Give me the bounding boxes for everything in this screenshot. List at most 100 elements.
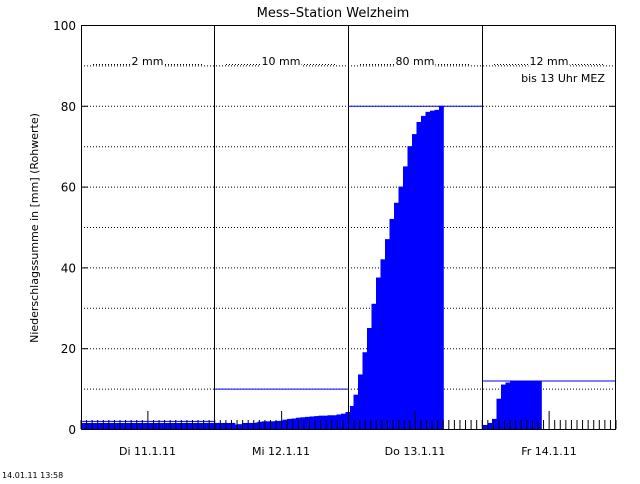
day-label: Fr 14.1.11	[521, 445, 577, 458]
cumulative-bar	[185, 422, 191, 429]
cumulative-bar	[487, 422, 493, 429]
cumulative-bar	[140, 422, 146, 429]
cumulative-bar	[109, 422, 114, 429]
y-tick-label: 0	[68, 423, 76, 437]
cumulative-bar	[194, 422, 200, 429]
cumulative-bar	[367, 328, 372, 429]
cumulative-bar	[362, 352, 368, 429]
cumulative-bar	[416, 121, 422, 430]
cumulative-bar	[158, 422, 164, 429]
cumulative-bar	[282, 419, 288, 429]
cumulative-bar	[287, 418, 292, 429]
cumulative-bar	[380, 259, 386, 429]
cumulative-bar	[528, 380, 533, 429]
cumulative-bar	[181, 422, 186, 429]
day-total-label: 10 mm	[262, 55, 301, 68]
cumulative-bar	[100, 422, 105, 429]
cumulative-bar	[492, 418, 497, 429]
cumulative-bar	[421, 115, 426, 430]
cumulative-bar	[86, 422, 92, 429]
cumulative-bar	[228, 426, 234, 429]
cumulative-bar	[246, 422, 252, 429]
cumulative-bar	[122, 422, 128, 429]
cumulative-bar	[203, 422, 209, 429]
cumulative-bar	[136, 422, 141, 429]
cumulative-bar	[278, 420, 283, 429]
cumulative-bar	[264, 421, 270, 429]
cumulative-bar	[425, 111, 431, 430]
cumulative-bar	[345, 412, 351, 429]
cumulative-bar	[523, 380, 529, 429]
cumulative-bar	[501, 384, 506, 429]
cumulative-bar	[269, 421, 274, 429]
chart-title: Mess–Station Welzheim	[257, 6, 410, 21]
y-tick-label: 80	[61, 100, 76, 114]
cumulative-bar	[242, 422, 247, 429]
cumulative-bar	[349, 416, 354, 429]
cumulative-bar	[230, 422, 236, 429]
annotation-background	[394, 54, 436, 68]
cumulative-bar	[394, 202, 399, 429]
cumulative-bar	[336, 414, 342, 429]
cumulative-bar	[430, 110, 435, 430]
cumulative-bar	[233, 424, 238, 429]
cumulative-bar	[208, 422, 213, 429]
cumulative-bar	[403, 166, 408, 429]
cumulative-bar	[305, 416, 310, 429]
cumulative-bar	[255, 422, 261, 429]
timestamp: 14.01.11 13:58	[2, 471, 63, 480]
cumulative-bar	[291, 418, 297, 429]
cumulative-bar	[496, 398, 502, 429]
cumulative-bar	[389, 218, 395, 429]
day-label: Mi 12.1.11	[252, 445, 310, 458]
axes-layer	[81, 25, 616, 430]
y-tick-label: 40	[61, 261, 76, 275]
cumulative-bar	[519, 380, 524, 429]
cumulative-bar	[483, 424, 488, 429]
markers-layer	[80, 105, 617, 429]
cumulative-bar	[327, 415, 333, 429]
day-total-label: 80 mm	[396, 55, 435, 68]
cumulative-bar	[412, 134, 417, 429]
cumulative-bar	[532, 380, 538, 429]
cumulative-bar	[537, 380, 542, 429]
day-label: Di 11.1.11	[119, 445, 176, 458]
y-axis-label: Niederschlagssumme in [mm] (Rohwerte)	[28, 113, 41, 343]
cumulative-bar	[104, 422, 110, 429]
cumulative-bar	[91, 422, 96, 429]
y-tick-label: 20	[61, 342, 76, 356]
cumulative-bar	[163, 422, 168, 429]
cumulative-bar	[371, 303, 377, 429]
y-tick-label: 100	[53, 19, 76, 33]
cumulative-bar	[260, 422, 265, 429]
day-total-label: 12 mm	[530, 55, 569, 68]
cumulative-bar	[439, 105, 444, 430]
cumulative-bar	[217, 422, 222, 429]
cumulative-bar	[149, 422, 155, 429]
day-total-label: 2 mm	[132, 55, 164, 68]
day-label: Do 13.1.11	[385, 445, 446, 458]
cumulative-bar	[385, 239, 390, 429]
cumulative-bar	[323, 415, 328, 429]
annotation-background	[130, 54, 165, 68]
cumulative-bar	[398, 186, 404, 429]
cumulative-bar	[510, 381, 515, 429]
cumulative-bar	[358, 374, 363, 429]
cumulative-bar	[82, 422, 87, 429]
cumulative-bar	[332, 415, 337, 429]
cumulative-bar	[309, 416, 315, 429]
cumulative-bar	[434, 109, 440, 429]
cumulative-bar	[300, 417, 306, 429]
cumulative-bar	[221, 422, 227, 429]
cumulative-bar	[314, 416, 319, 429]
labels-layer: 0 20 40 60 80 100 Di 11.1.11 2 mm Mi 12.1.11 10 m…	[53, 19, 605, 458]
day-note-label: bis 13 Uhr MEZ	[521, 72, 605, 85]
annotation-background	[260, 54, 302, 68]
cumulative-bar	[376, 277, 381, 429]
cumulative-bar	[219, 426, 225, 429]
cumulative-bar	[127, 422, 132, 429]
cumulative-bar	[407, 146, 413, 429]
annotation-background	[528, 54, 570, 68]
cumulative-bar	[113, 422, 119, 429]
